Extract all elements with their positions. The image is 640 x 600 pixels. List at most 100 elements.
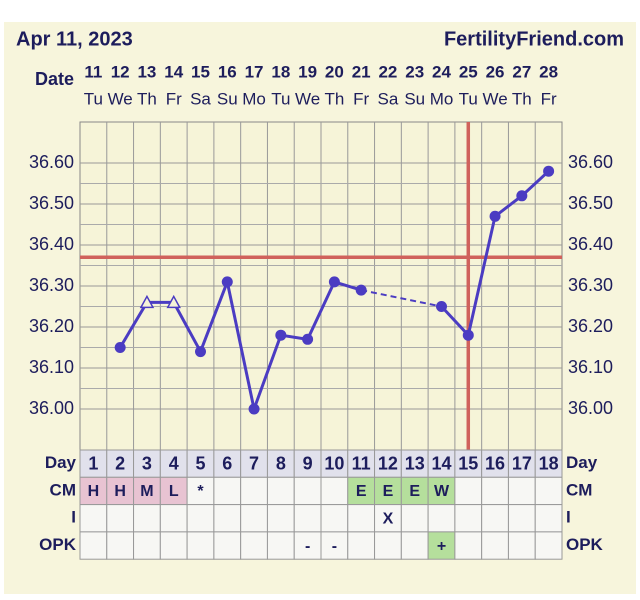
date: 24 xyxy=(432,62,451,81)
cell-text: W xyxy=(434,483,450,500)
y-tick-label: 36.20 xyxy=(29,316,74,336)
y-tick-label-right: 36.20 xyxy=(568,316,613,336)
point xyxy=(489,210,501,222)
cell-text: E xyxy=(409,483,420,500)
y-tick-label-right: 36.60 xyxy=(568,152,613,172)
table-cell xyxy=(266,531,295,560)
point xyxy=(436,301,447,312)
cell-text: 14 xyxy=(431,453,451,473)
point xyxy=(302,333,314,345)
cell-text: - xyxy=(305,538,310,555)
table-cell xyxy=(213,531,242,560)
table-cell xyxy=(534,449,563,478)
table-cell xyxy=(507,476,536,506)
table-cell xyxy=(320,504,349,533)
row-label-right: CM xyxy=(566,480,592,499)
cell-text: 3 xyxy=(142,453,152,473)
table-cell xyxy=(186,476,215,506)
cell-text: 7 xyxy=(249,453,259,473)
point xyxy=(543,165,555,177)
table-cell xyxy=(159,504,188,533)
table-cell xyxy=(534,504,563,533)
date: 17 xyxy=(245,62,264,81)
point xyxy=(221,276,233,288)
table-cell xyxy=(240,504,268,533)
weekday: Tu xyxy=(271,89,290,108)
weekday: Th xyxy=(512,89,532,108)
weekday: Tu xyxy=(459,89,478,108)
y-tick-label-right: 36.50 xyxy=(568,193,613,213)
table-cell xyxy=(427,504,456,533)
y-tick-label: 36.30 xyxy=(29,275,74,295)
table-cell xyxy=(374,476,402,506)
point xyxy=(114,342,126,353)
cell-text: E xyxy=(383,483,394,500)
table-cell xyxy=(454,476,483,506)
cell-text: 13 xyxy=(405,453,425,473)
cell-text: E xyxy=(356,483,367,500)
weekday: Mo xyxy=(430,89,454,108)
point xyxy=(462,329,474,341)
table-cell xyxy=(481,476,509,506)
cell-text: 5 xyxy=(195,453,205,473)
table-cell xyxy=(186,449,215,478)
y-tick-label-right: 36.00 xyxy=(568,398,613,418)
date: 28 xyxy=(539,62,558,81)
y-tick-label-right: 36.40 xyxy=(568,234,613,254)
table-cell xyxy=(79,504,108,533)
table-cell xyxy=(293,476,322,506)
weekday: Sa xyxy=(190,89,211,108)
date: 19 xyxy=(298,62,317,81)
date: 21 xyxy=(352,62,371,81)
table-cell xyxy=(454,531,483,560)
cell-text: 18 xyxy=(539,453,559,473)
row-label: I xyxy=(71,508,76,527)
weekday: Su xyxy=(217,89,238,108)
cell-text: 9 xyxy=(303,453,313,473)
cell-text: 1 xyxy=(88,453,98,473)
weekday: Sa xyxy=(378,89,399,108)
table-cell xyxy=(374,531,402,560)
date: 20 xyxy=(325,62,344,81)
point xyxy=(355,284,367,296)
cell-text: L xyxy=(169,483,179,500)
date: 27 xyxy=(512,62,531,81)
chart-title: Apr 11, 2023 xyxy=(16,28,133,50)
table-cell xyxy=(481,531,509,560)
date-label: Date xyxy=(35,69,74,89)
table-cell xyxy=(534,476,563,506)
row-label-right: Day xyxy=(566,453,598,472)
temperature-line xyxy=(118,276,362,415)
table-cell xyxy=(481,504,509,533)
cell-text: X xyxy=(383,510,394,527)
row-label: CM xyxy=(50,480,76,499)
point xyxy=(516,190,528,202)
weekday: Fr xyxy=(541,89,557,108)
point xyxy=(328,276,340,288)
cell-text: 8 xyxy=(276,453,286,473)
cell-text: 16 xyxy=(485,453,505,473)
weekday: We xyxy=(108,89,133,108)
table-cell xyxy=(427,449,456,478)
date: 14 xyxy=(164,62,183,81)
table-cell xyxy=(427,531,456,560)
gap-connector xyxy=(360,289,442,308)
date: 12 xyxy=(111,62,130,81)
site-name: FertilityFriend.com xyxy=(444,28,624,50)
table-cell xyxy=(159,531,188,560)
weekday: Mo xyxy=(242,89,266,108)
cell-text: 4 xyxy=(169,453,179,473)
table-cell xyxy=(186,531,215,560)
date: 13 xyxy=(137,62,156,81)
table-cell xyxy=(186,504,215,533)
cell-text: 10 xyxy=(324,453,344,473)
date: 25 xyxy=(459,62,478,81)
table-cell xyxy=(240,449,268,478)
row-label: OPK xyxy=(39,535,77,554)
y-tick-label: 36.10 xyxy=(29,357,74,377)
table-cell xyxy=(240,476,268,506)
cell-text: * xyxy=(197,483,204,500)
table-cell xyxy=(106,449,135,478)
table-cell xyxy=(347,504,376,533)
